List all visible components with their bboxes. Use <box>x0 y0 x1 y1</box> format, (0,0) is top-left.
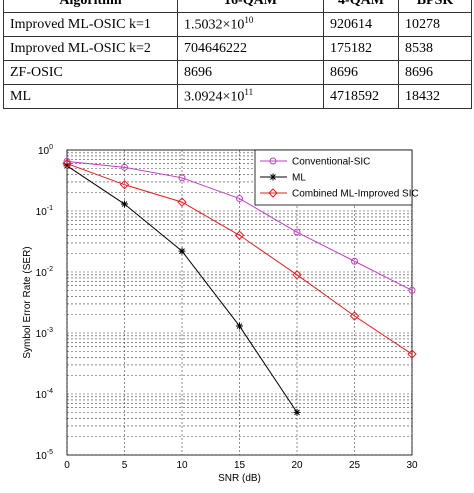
x-tick-label: 10 <box>176 460 188 471</box>
tick-base: 10 <box>36 451 48 462</box>
legend-label: Combined ML-Improved SIC <box>292 189 419 200</box>
tick-base: 10 <box>36 268 48 279</box>
point <box>236 195 243 203</box>
x-tick-label: 30 <box>406 460 418 471</box>
cell-text: 1.5032×10 <box>184 17 245 33</box>
point <box>349 311 360 321</box>
tick-exp: -2 <box>47 266 53 273</box>
point <box>121 163 128 171</box>
cell: 920614 <box>323 12 399 37</box>
tick-base: 10 <box>36 207 48 218</box>
row: Improved ML-OSIC k=1 1.5032×1010 920614 102… <box>3 12 472 37</box>
point <box>408 286 416 294</box>
cell-text: 3.0924×10 <box>184 89 245 105</box>
cell: 10278 <box>398 12 472 37</box>
cell-text: 4718592 <box>330 88 379 104</box>
point <box>178 247 186 255</box>
exponent: 11 <box>244 87 254 98</box>
cell-text: 18432 <box>405 88 440 104</box>
complexity-table: Algorithm 16-QAM 4-QAM BPSK Improved ML-OSIC… <box>3 0 472 109</box>
cell-text: 920614 <box>330 16 372 32</box>
x-tick-label: 0 <box>64 460 70 471</box>
row: ML 3.0924×1011 4718592 18432 <box>3 84 472 109</box>
plot-frame <box>66 149 413 456</box>
x-tick-label: 20 <box>291 460 303 471</box>
cell-text: 704646222 <box>184 40 247 56</box>
y-tick-label: 10-5 <box>36 449 53 462</box>
point <box>121 200 128 208</box>
legend-label: Conventional-SIC <box>292 157 370 168</box>
cell: 8696 <box>177 60 324 85</box>
y-tick-label: 10-3 <box>36 327 53 340</box>
cell: 8696 <box>398 60 472 85</box>
tick-base: 10 <box>36 329 48 340</box>
tick-exp: -5 <box>47 449 53 456</box>
point <box>178 174 186 182</box>
cell-text: 8538 <box>405 40 433 56</box>
point <box>293 408 301 416</box>
cell: Improved ML-OSIC k=2 <box>3 36 178 61</box>
cell-text: 8696 <box>184 64 212 80</box>
tick-base: 10 <box>38 146 50 157</box>
y-tick-label: 10-4 <box>36 388 53 401</box>
series-line <box>66 163 413 355</box>
point <box>269 157 277 165</box>
cell-text: Improved ML-OSIC k=1 <box>10 16 151 32</box>
series-line <box>66 160 413 291</box>
point <box>292 270 302 280</box>
cell: 18432 <box>398 84 472 109</box>
tick-exp: -1 <box>47 205 53 212</box>
cell-text: Improved ML-OSIC k=2 <box>10 40 151 56</box>
cell-text: 175182 <box>330 40 372 56</box>
y-tick-label: 10-1 <box>36 205 53 218</box>
row: Improved ML-OSIC k=2 704646222 175182 8538 <box>3 36 472 61</box>
x-axis-label: SNR (dB) <box>218 473 261 484</box>
exponent: 10 <box>244 15 254 26</box>
point <box>293 228 301 236</box>
x-tick-label: 5 <box>122 460 128 471</box>
point <box>62 158 72 169</box>
point <box>268 188 278 198</box>
y-tick-label: 10-2 <box>36 266 53 279</box>
cell: 175182 <box>323 36 399 61</box>
header-row: Algorithm 16-QAM 4-QAM BPSK <box>3 0 472 13</box>
legend-label: ML <box>292 173 306 184</box>
tick-exp: -4 <box>47 388 53 395</box>
cell-text: 10278 <box>405 16 440 32</box>
tick-base: 10 <box>36 390 48 401</box>
cell: 8538 <box>398 36 472 61</box>
cell: 1.5032×1010 <box>177 12 324 37</box>
point <box>63 162 71 170</box>
point <box>236 322 243 330</box>
point <box>177 197 187 207</box>
cell: 3.0924×1011 <box>177 84 324 109</box>
tick-exp: -3 <box>47 327 53 334</box>
tick-exp: 0 <box>49 144 53 151</box>
cell: ML <box>3 84 178 109</box>
y-axis-label: Symbol Error Rate (SER) <box>22 246 33 358</box>
point <box>407 349 417 359</box>
x-tick-label: 15 <box>234 460 246 471</box>
cell-text: 8696 <box>330 64 358 80</box>
cell: 704646222 <box>177 36 324 61</box>
row: ZF-OSIC 8696 8696 8696 <box>3 60 472 85</box>
cell-text: 8696 <box>405 64 433 80</box>
x-tick-label: 25 <box>349 460 361 471</box>
y-tick-label: 100 <box>38 144 53 157</box>
cell-text: ML <box>10 88 31 104</box>
cell-text: ZF-OSIC <box>10 64 63 80</box>
point <box>119 179 130 190</box>
point <box>269 173 277 181</box>
point <box>234 230 245 240</box>
cell: 4718592 <box>323 84 399 109</box>
point <box>351 257 358 265</box>
